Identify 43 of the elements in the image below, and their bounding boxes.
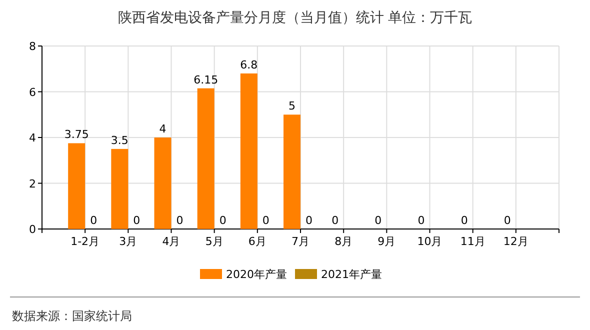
bar (197, 88, 214, 229)
data-label: 4 (159, 122, 166, 136)
y-tick-label: 8 (29, 40, 36, 53)
x-tick-label: 4月 (162, 235, 180, 248)
data-label: 0 (262, 214, 270, 227)
data-label: 6.8 (240, 58, 258, 72)
data-label: 3.5 (110, 134, 128, 147)
data-label: 6.15 (194, 73, 218, 86)
bar (111, 148, 128, 229)
data-label: 0 (90, 214, 98, 227)
data-label: 0 (374, 214, 382, 227)
bar (68, 143, 86, 229)
y-tick-label: 0 (29, 223, 36, 236)
data-label: 0 (176, 214, 184, 227)
y-tick-label: 4 (29, 132, 36, 144)
x-tick-label: 6月 (248, 235, 266, 248)
legend-label: 2021年产量 (321, 268, 382, 281)
data-label: 0 (418, 214, 425, 227)
x-tick-label: 5月 (205, 235, 224, 248)
data-label: 0 (332, 214, 339, 227)
x-tick-label: 3月 (119, 235, 138, 248)
data-label: 0 (219, 214, 226, 227)
data-label: 0 (306, 214, 312, 227)
x-tick-label: 11月 (460, 235, 486, 248)
data-label: 0 (133, 214, 140, 227)
source-note: 数据来源：国家统计局 (12, 309, 132, 323)
legend-label: 2020年产量 (226, 268, 287, 281)
bar (154, 138, 172, 229)
x-tick-label: 12月 (503, 235, 528, 248)
y-tick-label: 2 (29, 177, 36, 190)
chart-title: 陕西省发电设备产量分月度（当月值）统计 单位：万千瓦 (118, 10, 472, 26)
x-tick-label: 10月 (417, 235, 442, 248)
data-label: 5 (288, 100, 296, 113)
y-tick-label: 6 (29, 86, 36, 99)
x-tick-label: 7月 (292, 235, 310, 248)
x-tick-label: 8月 (334, 235, 353, 248)
data-label: 0 (504, 214, 511, 227)
data-label: 0 (460, 214, 468, 227)
data-label: 3.75 (64, 128, 89, 142)
x-tick-label: 1-2月 (70, 235, 100, 248)
bar (240, 73, 258, 229)
bar (284, 114, 300, 229)
x-tick-label: 9月 (378, 235, 396, 248)
